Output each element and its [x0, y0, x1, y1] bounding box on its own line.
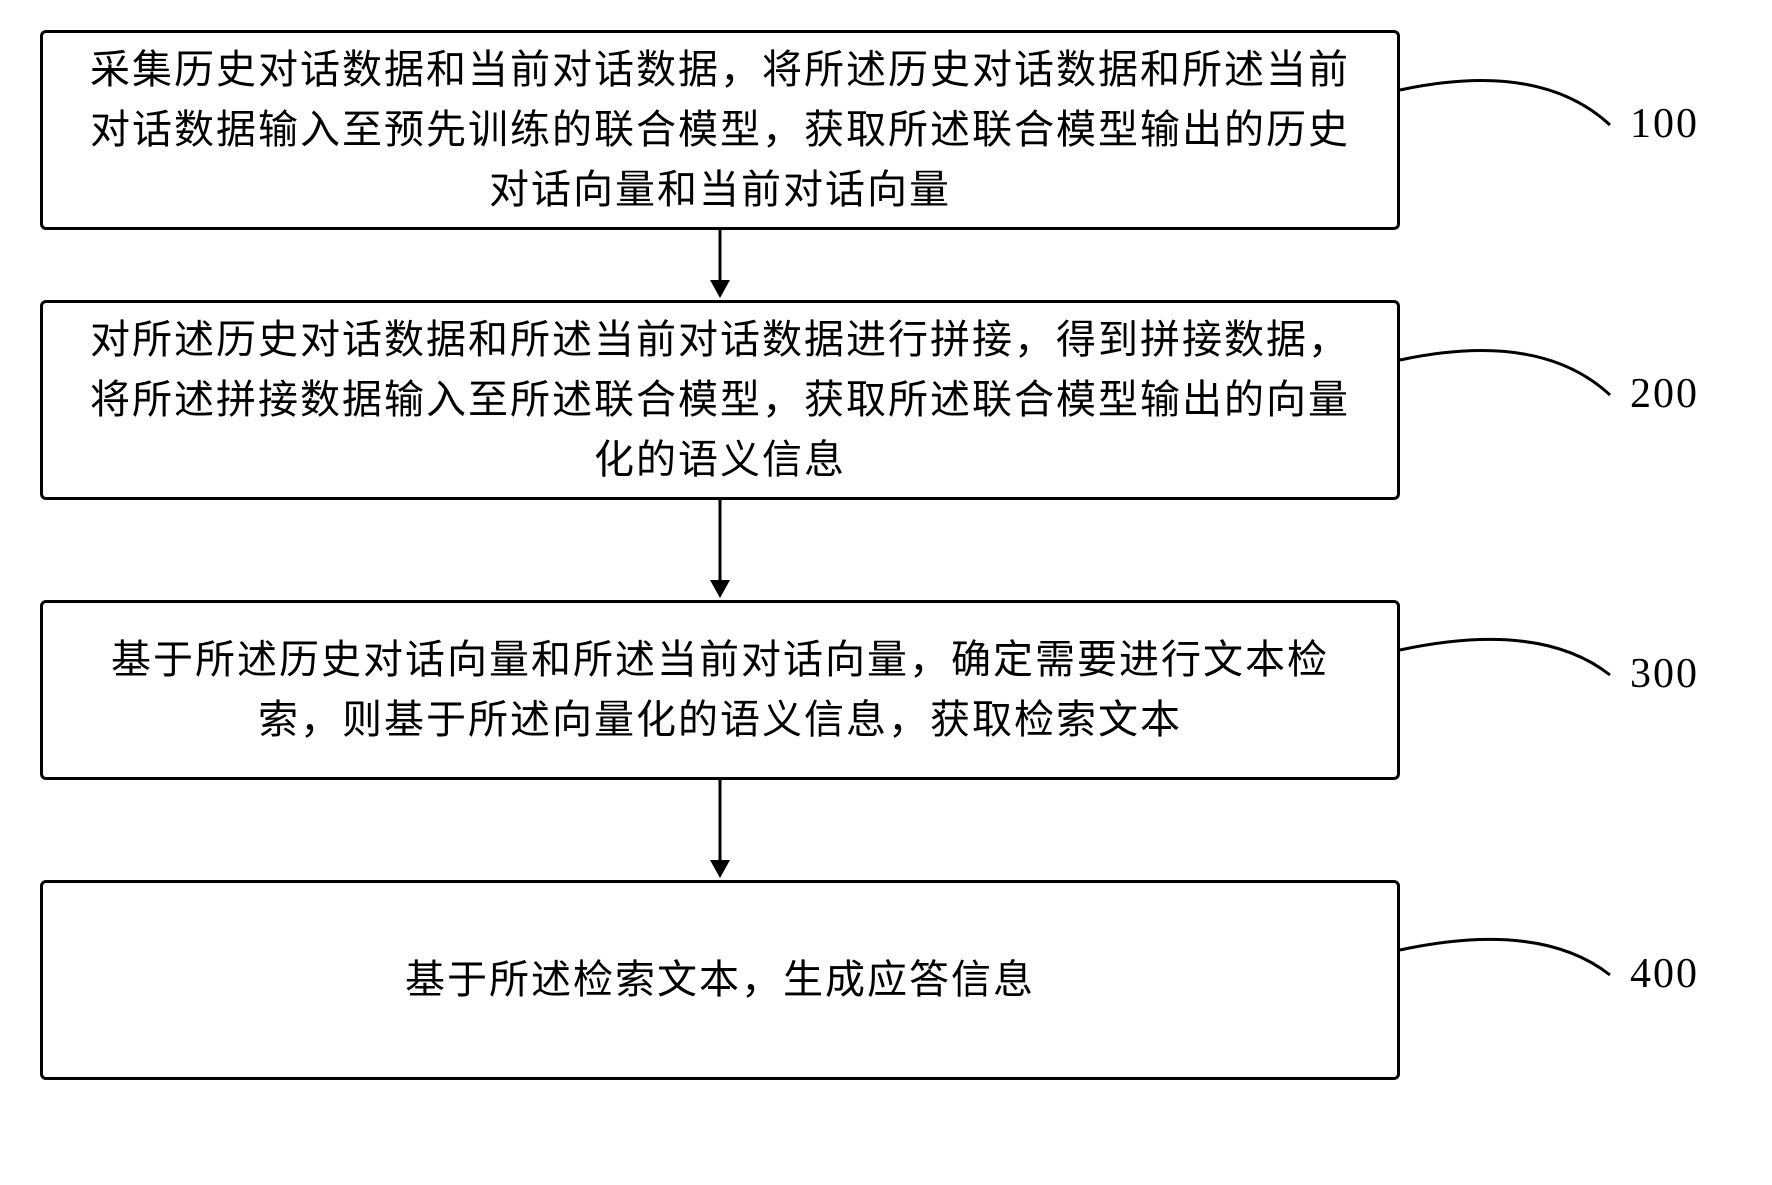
step-label-400: 400: [1630, 950, 1699, 998]
step-label-200: 200: [1630, 370, 1699, 418]
connector-curve: [40, 30, 1620, 1050]
step-label-300: 300: [1630, 650, 1699, 698]
step-label-100: 100: [1630, 100, 1699, 148]
flowchart-container: 采集历史对话数据和当前对话数据，将所述历史对话数据和所述当前对话数据输入至预先训…: [40, 30, 1580, 1080]
